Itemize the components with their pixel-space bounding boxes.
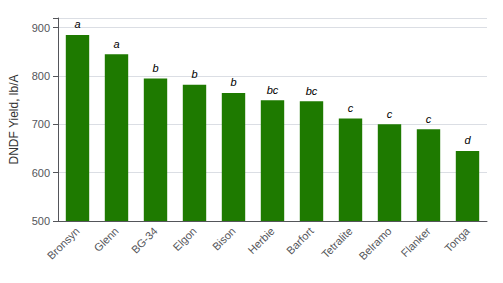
svg-text:bc: bc [306, 85, 318, 97]
svg-text:700: 700 [32, 118, 50, 130]
svg-text:Tonga: Tonga [442, 224, 472, 254]
svg-text:c: c [348, 102, 354, 114]
svg-text:b: b [191, 68, 197, 80]
svg-text:Elgon: Elgon [170, 225, 198, 253]
svg-text:Bronsyn: Bronsyn [45, 225, 82, 262]
svg-text:DNDF Yield, lb/A: DNDF Yield, lb/A [7, 74, 21, 164]
svg-text:Glenn: Glenn [92, 225, 121, 254]
svg-text:Barfort: Barfort [284, 225, 316, 257]
svg-text:bc: bc [267, 84, 279, 96]
svg-text:Bison: Bison [210, 225, 238, 253]
svg-text:a: a [113, 38, 119, 50]
svg-text:Belramo: Belramo [356, 225, 393, 262]
svg-text:a: a [74, 18, 80, 30]
svg-text:500: 500 [32, 215, 50, 227]
svg-text:900: 900 [32, 22, 50, 34]
svg-text:b: b [230, 76, 236, 88]
svg-text:Flanker: Flanker [398, 225, 433, 260]
svg-text:600: 600 [32, 167, 50, 179]
svg-text:d: d [464, 134, 471, 146]
svg-text:Tetralite: Tetralite [319, 225, 355, 261]
svg-text:c: c [387, 108, 393, 120]
svg-text:Herbie: Herbie [245, 225, 276, 256]
svg-text:c: c [426, 113, 432, 125]
svg-text:b: b [152, 62, 158, 74]
svg-text:BG-34: BG-34 [129, 225, 160, 256]
svg-text:800: 800 [32, 70, 50, 82]
